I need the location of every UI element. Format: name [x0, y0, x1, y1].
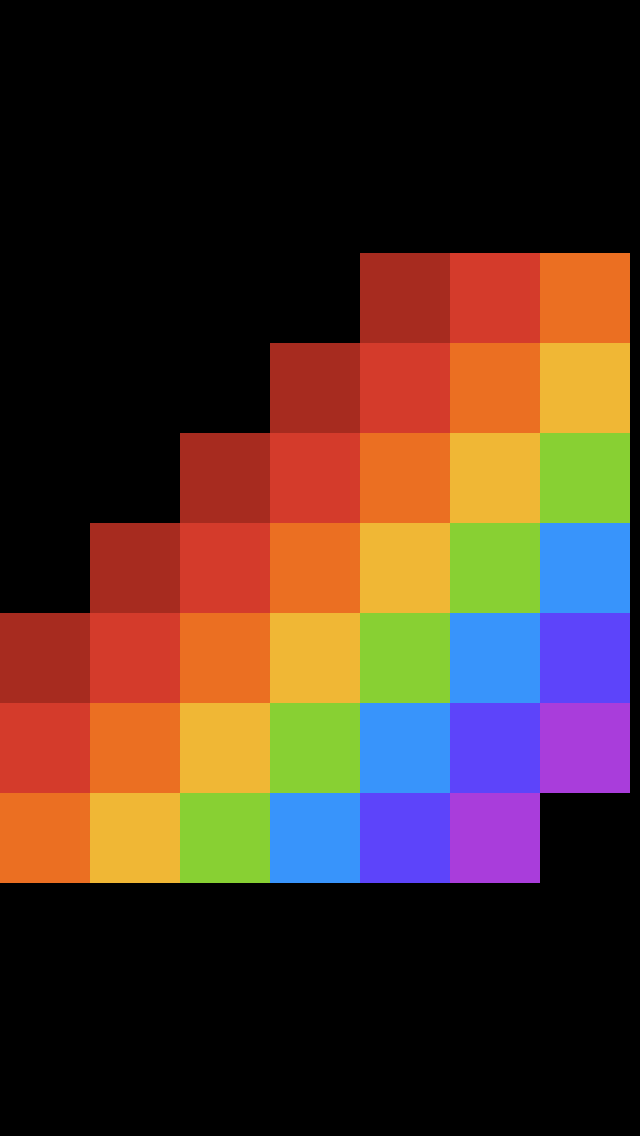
tile[interactable] — [540, 523, 630, 613]
tile[interactable] — [450, 433, 540, 523]
tile[interactable] — [360, 433, 450, 523]
tile[interactable] — [360, 613, 450, 703]
tile[interactable] — [360, 253, 450, 343]
tile[interactable] — [270, 613, 360, 703]
tile[interactable] — [90, 523, 180, 613]
tile[interactable] — [180, 523, 270, 613]
tile[interactable] — [270, 523, 360, 613]
tile[interactable] — [360, 703, 450, 793]
tile[interactable] — [180, 613, 270, 703]
tile[interactable] — [90, 613, 180, 703]
tile[interactable] — [360, 343, 450, 433]
tile[interactable] — [0, 613, 90, 703]
tile-board — [0, 253, 630, 883]
tile[interactable] — [450, 613, 540, 703]
tile[interactable] — [540, 343, 630, 433]
tile[interactable] — [450, 253, 540, 343]
tile[interactable] — [0, 793, 90, 883]
tile[interactable] — [450, 793, 540, 883]
tile[interactable] — [540, 703, 630, 793]
tile[interactable] — [180, 793, 270, 883]
tile[interactable] — [270, 703, 360, 793]
tile[interactable] — [360, 523, 450, 613]
tile[interactable] — [450, 523, 540, 613]
tile[interactable] — [270, 793, 360, 883]
tile[interactable] — [0, 703, 90, 793]
tile[interactable] — [270, 433, 360, 523]
tile[interactable] — [180, 703, 270, 793]
tile[interactable] — [90, 703, 180, 793]
tile[interactable] — [270, 343, 360, 433]
tile[interactable] — [90, 793, 180, 883]
tile[interactable] — [450, 343, 540, 433]
tile[interactable] — [540, 613, 630, 703]
tile[interactable] — [360, 793, 450, 883]
tile[interactable] — [540, 433, 630, 523]
tile[interactable] — [180, 433, 270, 523]
tile[interactable] — [540, 253, 630, 343]
tile[interactable] — [450, 703, 540, 793]
